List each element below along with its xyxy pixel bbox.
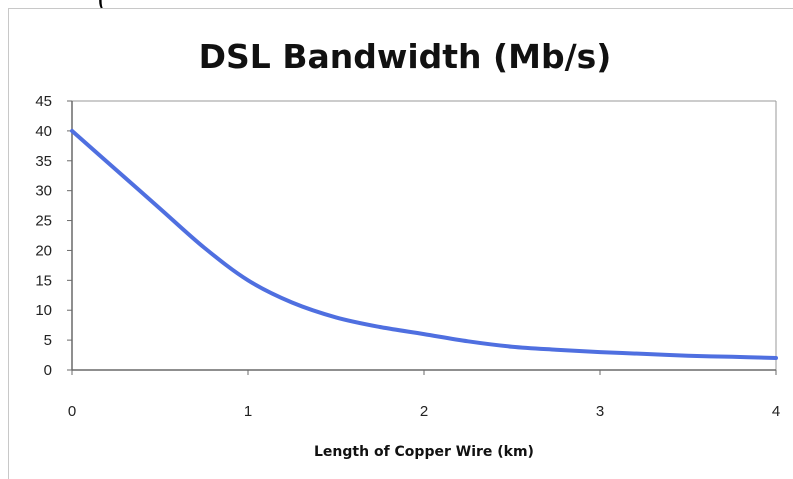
x-tick-label: 3 (596, 403, 604, 420)
y-tick-label: 0 (44, 362, 52, 379)
cropped-caption: ( (0, 0, 793, 10)
chart-title: DSL Bandwidth (Mb/s) (199, 37, 612, 76)
y-tick-label: 25 (35, 213, 52, 230)
y-tick-label: 5 (44, 332, 52, 349)
x-tick-label: 4 (772, 403, 780, 420)
y-tick-label: 35 (35, 153, 52, 170)
x-axis-label: Length of Copper Wire (km) (314, 444, 534, 460)
y-tick-label: 10 (35, 302, 52, 319)
y-tick-label: 15 (35, 272, 52, 289)
y-tick-label: 40 (35, 123, 52, 140)
y-tick-label: 45 (35, 93, 52, 110)
y-tick-label: 30 (35, 183, 52, 200)
x-tick-label: 2 (420, 403, 428, 420)
series-line-0 (70, 128, 778, 360)
y-tick-label: 20 (35, 242, 52, 259)
cropped-caption-left: ( (98, 0, 107, 10)
chart-frame (8, 8, 793, 479)
x-tick-label: 1 (244, 403, 252, 420)
x-tick-label: 0 (68, 403, 76, 420)
plot-area: 0 5 10 15 20 25 30 35 40 45 0 1 2 3 4 (35, 93, 780, 420)
